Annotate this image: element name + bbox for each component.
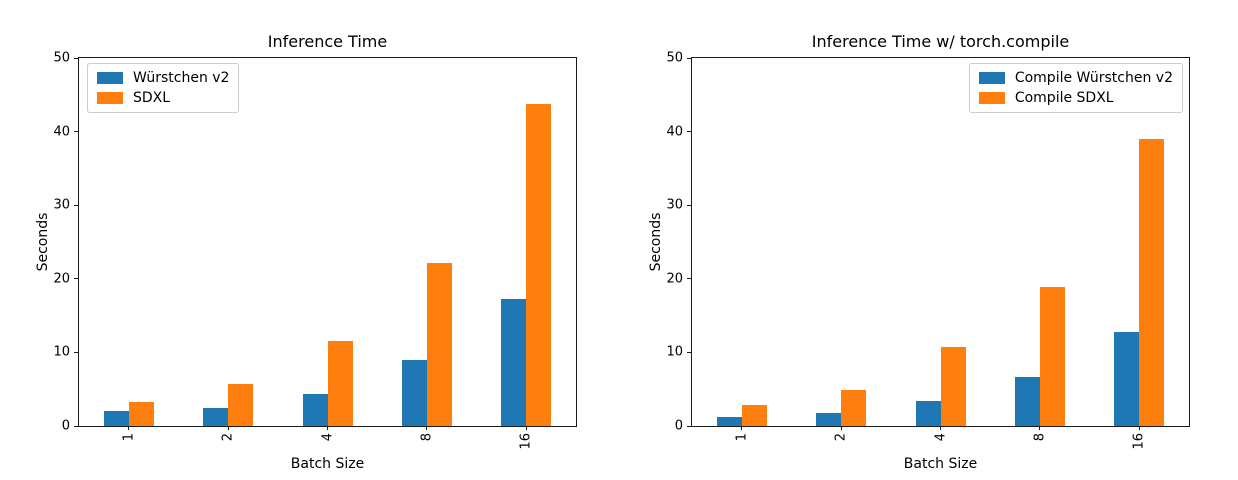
y-tick-label: 20 xyxy=(666,271,683,287)
y-tick-label: 0 xyxy=(61,418,70,434)
bar-w-rstchen-v2-batch-1 xyxy=(103,411,129,426)
legend-entry: Würstchen v2 xyxy=(97,70,229,86)
legend-entry: Compile Würstchen v2 xyxy=(978,70,1173,86)
bar-compile-sdxl-batch-16 xyxy=(1139,138,1165,426)
bar-compile-sdxl-batch-1 xyxy=(741,405,767,426)
bar-compile-w-rstchen-v2-batch-1 xyxy=(716,417,742,426)
legend-entry: SDXL xyxy=(97,90,229,106)
x-tick-mark xyxy=(1138,426,1140,430)
y-tick-mark xyxy=(687,131,691,133)
legend-label: Compile SDXL xyxy=(1014,90,1114,106)
left-chart-title: Inference Time xyxy=(267,32,388,51)
x-tick-mark xyxy=(1039,426,1041,430)
y-tick-mark xyxy=(74,131,78,133)
right-chart-title: Inference Time w/ torch.compile xyxy=(811,32,1070,51)
right-x-axis-label: Batch Size xyxy=(903,456,978,472)
bar-w-rstchen-v2-batch-2 xyxy=(203,408,229,426)
x-tick-mark xyxy=(128,426,130,430)
x-tick-mark xyxy=(525,426,527,430)
x-tick-label: 1 xyxy=(734,433,750,442)
bar-sdxl-batch-8 xyxy=(426,262,452,426)
x-tick-mark xyxy=(426,426,428,430)
bar-sdxl-batch-1 xyxy=(128,401,154,426)
y-tick-mark xyxy=(74,278,78,280)
bar-sdxl-batch-16 xyxy=(526,103,552,426)
legend-swatch-compile-wurstchen xyxy=(978,72,1005,84)
y-tick-label: 10 xyxy=(666,344,683,360)
legend-label: Würstchen v2 xyxy=(133,70,230,86)
legend-swatch-wurstchen xyxy=(97,72,123,84)
left-x-axis-label: Batch Size xyxy=(290,456,365,472)
bar-compile-w-rstchen-v2-batch-8 xyxy=(1014,377,1040,426)
x-tick-label: 2 xyxy=(833,433,849,442)
x-tick-label: 16 xyxy=(518,433,534,450)
y-tick-mark xyxy=(687,204,691,206)
bar-sdxl-batch-4 xyxy=(327,340,353,426)
y-tick-label: 50 xyxy=(666,50,683,66)
bar-compile-w-rstchen-v2-batch-16 xyxy=(1114,331,1140,426)
x-tick-label: 4 xyxy=(933,433,948,442)
y-tick-mark xyxy=(74,351,78,353)
left-legend: Würstchen v2 SDXL xyxy=(87,63,240,113)
x-tick-label: 2 xyxy=(220,433,236,442)
right-y-axis-label: Seconds xyxy=(648,212,664,272)
y-tick-label: 10 xyxy=(53,344,70,360)
y-tick-label: 40 xyxy=(666,124,683,140)
x-tick-mark xyxy=(327,426,328,430)
bar-w-rstchen-v2-batch-16 xyxy=(501,298,527,426)
x-tick-label: 4 xyxy=(320,433,335,442)
x-tick-mark xyxy=(741,426,743,430)
bar-compile-w-rstchen-v2-batch-4 xyxy=(915,400,941,426)
y-tick-mark xyxy=(74,204,78,206)
x-tick-label: 8 xyxy=(1032,433,1048,442)
y-tick-label: 20 xyxy=(53,271,70,287)
legend-label: SDXL xyxy=(133,90,171,106)
bar-sdxl-batch-2 xyxy=(228,384,254,426)
left-y-axis-label: Seconds xyxy=(35,212,51,272)
y-tick-mark xyxy=(687,278,691,280)
x-tick-label: 16 xyxy=(1131,433,1147,450)
x-tick-label: 8 xyxy=(419,433,435,442)
x-tick-mark xyxy=(227,426,229,430)
right-plot-area: Inference Time w/ torch.compile Seconds … xyxy=(648,32,1190,472)
y-tick-mark xyxy=(687,57,691,59)
y-tick-mark xyxy=(74,425,78,427)
legend-entry: Compile SDXL xyxy=(978,90,1173,106)
y-tick-label: 40 xyxy=(53,124,70,140)
right-legend: Compile Würstchen v2 Compile SDXL xyxy=(968,63,1183,113)
y-tick-label: 30 xyxy=(666,197,683,213)
bar-compile-sdxl-batch-4 xyxy=(940,346,966,426)
legend-label: Compile Würstchen v2 xyxy=(1014,70,1173,86)
legend-swatch-compile-sdxl xyxy=(978,92,1005,104)
y-tick-label: 30 xyxy=(53,197,70,213)
y-tick-mark xyxy=(687,425,691,427)
y-tick-label: 50 xyxy=(53,50,70,66)
y-tick-mark xyxy=(687,351,691,353)
y-tick-mark xyxy=(74,57,78,59)
bar-compile-sdxl-batch-2 xyxy=(841,389,867,426)
bar-compile-sdxl-batch-8 xyxy=(1039,286,1065,426)
y-tick-label: 0 xyxy=(674,418,683,434)
legend-swatch-sdxl xyxy=(97,92,123,104)
bar-w-rstchen-v2-batch-4 xyxy=(302,393,328,426)
x-tick-label: 1 xyxy=(121,433,137,442)
bar-w-rstchen-v2-batch-8 xyxy=(401,359,427,426)
x-tick-mark xyxy=(840,426,842,430)
bar-compile-w-rstchen-v2-batch-2 xyxy=(816,412,842,426)
left-plot-area: Inference Time Seconds Batch Size Würstc… xyxy=(35,32,577,472)
x-tick-mark xyxy=(940,426,941,430)
